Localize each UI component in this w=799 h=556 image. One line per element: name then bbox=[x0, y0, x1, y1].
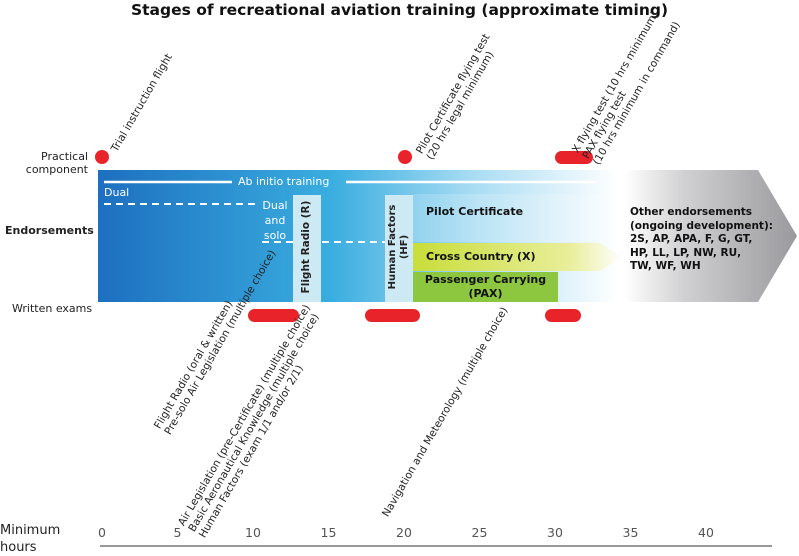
human-factors-exam-marker bbox=[365, 309, 420, 322]
passenger-carrying-label: Passenger Carrying (PAX) bbox=[424, 273, 547, 300]
cross-country-bar bbox=[413, 243, 622, 271]
axis-tick-label: 20 bbox=[396, 525, 412, 540]
axis-tick-label: 0 bbox=[98, 525, 106, 540]
ab-initio-label: Ab initio training bbox=[238, 175, 330, 188]
axis-tick-label: 40 bbox=[698, 525, 714, 540]
pilot-certificate-label: Pilot Certificate bbox=[426, 205, 524, 218]
row-label-practical: Practical component bbox=[25, 150, 88, 176]
axis-tick-label: 25 bbox=[471, 525, 488, 540]
dual-label: Dual bbox=[104, 186, 130, 199]
axis-tick-label: 35 bbox=[622, 525, 639, 540]
human-factors-label: Human Factors (HF) bbox=[387, 204, 410, 290]
cross-country-label: Cross Country (X) bbox=[426, 250, 536, 263]
navigation-exam-marker bbox=[545, 309, 581, 322]
flight-radio-exam-marker bbox=[248, 309, 299, 322]
axis-tick-label: 10 bbox=[245, 525, 261, 540]
axis-tick-label: 15 bbox=[320, 525, 337, 540]
page-title: Stages of recreational aviation training… bbox=[130, 1, 669, 19]
trial-flight-marker bbox=[95, 150, 109, 164]
flight-radio-label: Flight Radio (R) bbox=[300, 200, 312, 294]
axis-title: Minimum hours bbox=[0, 523, 61, 555]
x-pax-test-marker bbox=[555, 151, 593, 164]
flight-radio-column bbox=[293, 195, 321, 302]
pilot-certificate-test-marker bbox=[398, 150, 412, 164]
passenger-carrying-bar bbox=[413, 272, 558, 302]
dual-and-solo-label: Dual and solo bbox=[262, 199, 288, 242]
other-endorsements-arrow bbox=[625, 170, 797, 302]
row-label-endorsements: Endorsements bbox=[5, 224, 94, 237]
pilot-certificate-zone bbox=[413, 194, 613, 242]
axis-tick-label: 30 bbox=[547, 525, 563, 540]
row-label-written: Written exams bbox=[12, 302, 93, 315]
human-factors-column bbox=[385, 195, 413, 302]
other-endorsements-text: Other endorsements (ongoing development)… bbox=[630, 206, 773, 272]
axis-tick-label: 5 bbox=[173, 525, 182, 540]
